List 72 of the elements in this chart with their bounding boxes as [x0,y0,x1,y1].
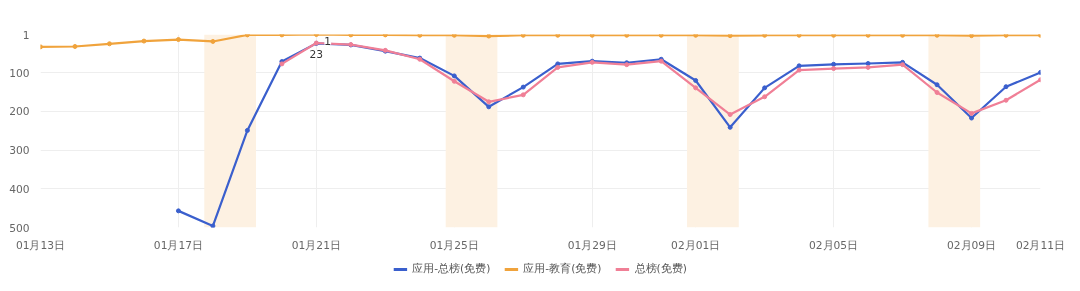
point [451,34,457,38]
point [1003,97,1009,103]
point [934,90,940,96]
y-tick-label: 300 [9,144,30,158]
point [520,34,526,38]
point [831,66,837,72]
point [589,34,595,38]
point [934,34,940,38]
point [831,34,837,38]
point [693,34,699,38]
point [796,67,802,73]
point [244,34,250,38]
point [831,61,837,67]
point [175,208,181,214]
x-tick-label: 02月01日 [671,238,721,252]
point [865,64,871,70]
x-tick-label: 02月05日 [809,238,859,252]
point [417,34,423,38]
y-tick-label: 500 [9,221,30,235]
point [865,34,871,38]
annotation: 23 [309,48,324,62]
point [624,34,630,38]
y-tick-label: 100 [9,66,30,80]
x-tick-label: 01月21日 [291,238,341,252]
point [555,34,561,38]
point [900,34,906,38]
annotation: 1 [324,34,332,48]
x-tick-label: 01月17日 [153,238,203,252]
point [210,223,216,228]
point [486,104,492,110]
x-tick-label: 02月09日 [946,238,997,252]
point [1003,34,1009,38]
y-tick-label: 1 [22,28,30,42]
x-tick-label: 01月25日 [429,238,479,252]
legend-label: 应用-总榜(免费) [412,262,491,276]
point [727,112,733,118]
point [486,34,492,39]
x-tick-label: 02月11日 [1015,238,1066,252]
point [693,85,699,91]
legend-label: 应用-教育(免费) [523,262,602,276]
point [762,85,768,91]
point [175,37,181,43]
point [969,115,975,121]
point [1003,84,1009,90]
point [451,73,457,79]
point [693,78,699,84]
point [520,92,526,98]
legend-label: 总榜(免费) [634,262,687,276]
point [762,34,768,38]
point [762,94,768,100]
y-tick-label: 200 [9,105,30,119]
point [865,61,871,66]
point [244,127,250,133]
point [210,38,216,44]
point [520,84,526,90]
point [934,82,940,88]
point [106,41,112,47]
point [796,63,802,69]
point [969,34,975,39]
y-tick-label: 400 [9,182,30,196]
point [727,124,733,130]
point [969,110,975,116]
point [72,43,78,49]
point [658,34,664,38]
x-tick-label: 01月13日 [15,238,66,252]
x-tick-label: 01月29日 [567,238,617,252]
point [451,78,457,84]
point [796,34,802,38]
point [141,38,147,44]
point [382,34,388,38]
point [727,34,733,39]
point [486,99,492,105]
